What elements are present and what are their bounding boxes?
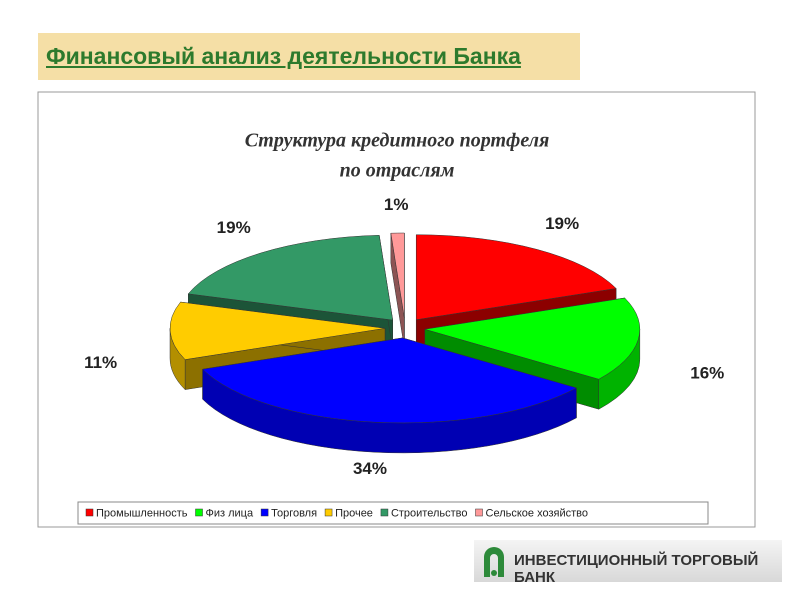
chart-frame: [37, 91, 756, 528]
pie-slice: [390, 232, 405, 349]
legend-swatch: [195, 508, 203, 517]
logo-icon: [484, 547, 504, 577]
chart-title: по отраслям: [340, 160, 455, 182]
data-label: 19%: [545, 214, 579, 233]
pie-slice: [202, 337, 578, 454]
slice-top: [187, 235, 394, 321]
slice-top: [202, 337, 578, 424]
data-label: 1%: [384, 195, 409, 214]
data-label: 19%: [217, 218, 251, 237]
data-label: 11%: [84, 353, 117, 372]
slice-top: [169, 301, 386, 360]
data-label: 34%: [353, 459, 387, 478]
header-title: Финансовый анализ деятельности Банка: [46, 43, 521, 69]
legend-label: Сельское хозяйство: [486, 507, 588, 519]
data-label: 16%: [690, 363, 724, 382]
chart-title: Структура кредитного портфеля: [245, 130, 550, 152]
legend: [77, 501, 709, 525]
legend-swatch: [85, 508, 94, 517]
logo-text: ИНВЕСТИЦИОННЫЙ ТОРГОВЫЙ БАНК: [514, 552, 759, 586]
legend-swatch: [475, 508, 483, 517]
slice-top: [424, 297, 641, 380]
legend-label: Торговля: [271, 507, 317, 519]
slice-top: [415, 234, 617, 321]
legend-label: Физ лица: [206, 507, 254, 519]
slice-top: [390, 232, 405, 319]
legend-swatch: [324, 508, 333, 517]
legend-swatch: [260, 508, 269, 517]
legend-label: Промышленность: [96, 507, 188, 519]
legend-label: Строительство: [391, 507, 468, 519]
legend-swatch: [380, 508, 389, 517]
header: Финансовый анализ деятельности Банка: [38, 33, 580, 80]
logo: ИНВЕСТИЦИОННЫЙ ТОРГОВЫЙ БАНК: [474, 540, 782, 586]
legend-label: Прочее: [335, 507, 373, 519]
